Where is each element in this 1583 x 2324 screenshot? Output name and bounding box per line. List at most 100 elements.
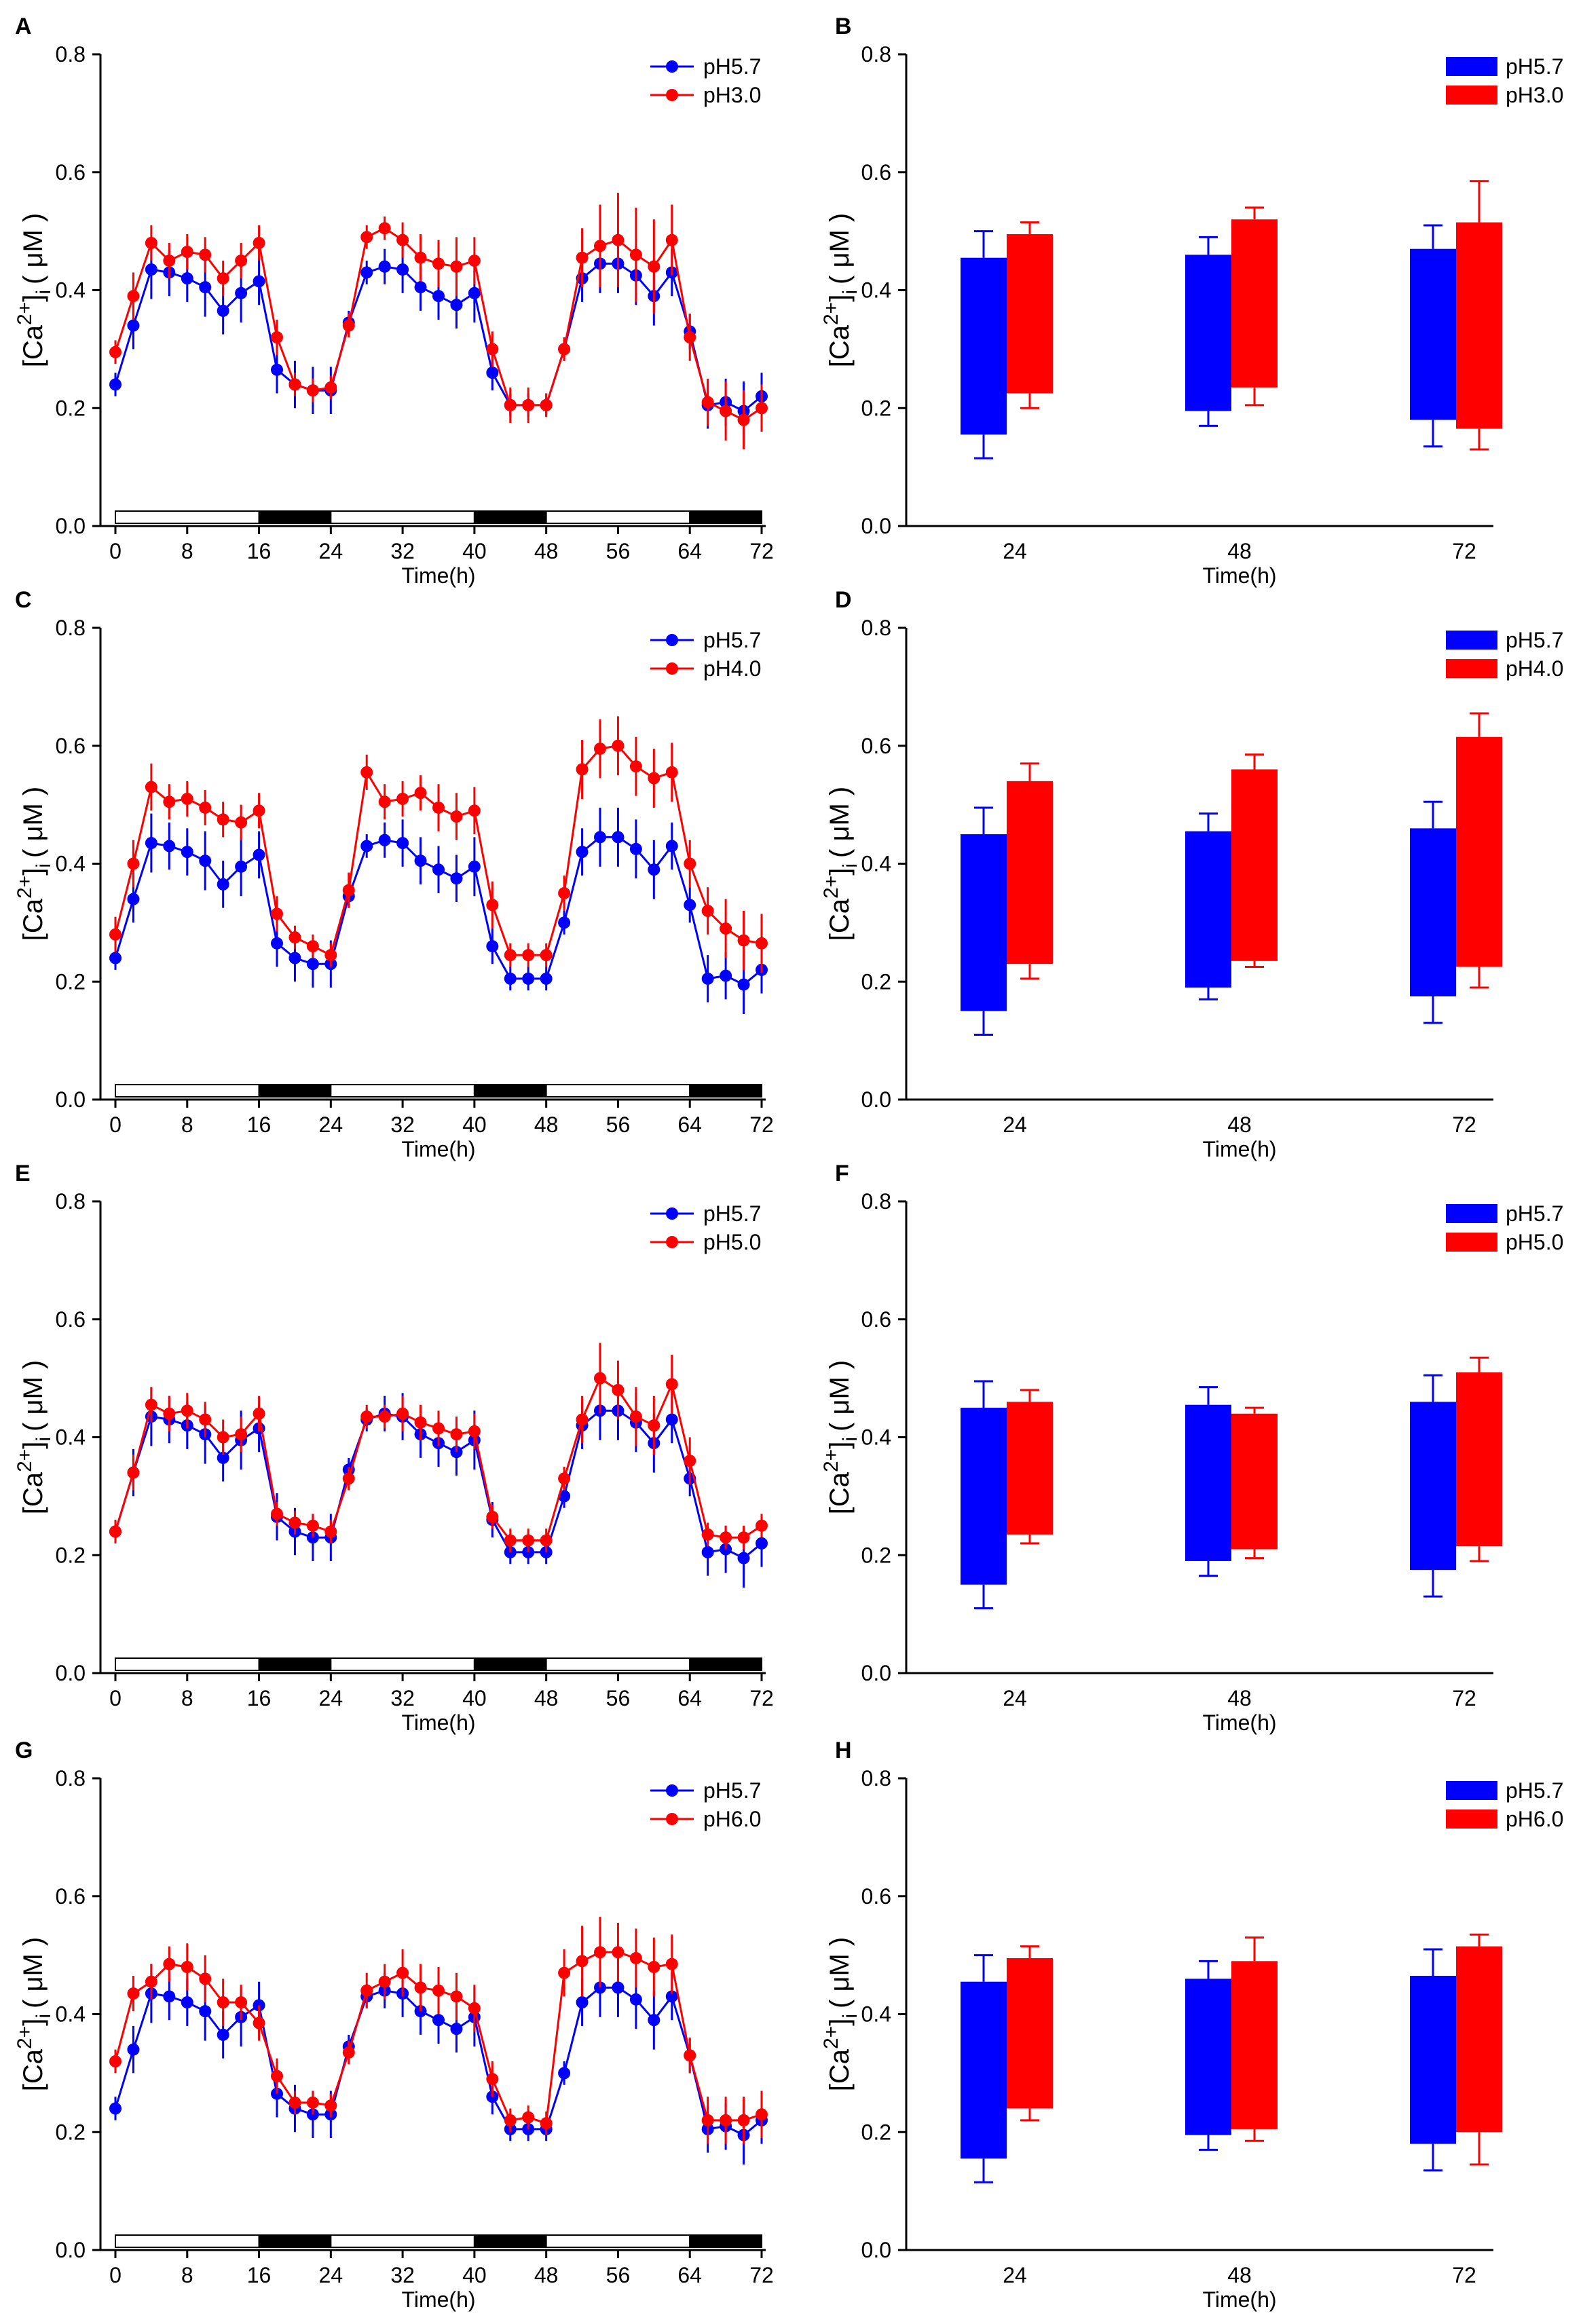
y-tick-label: 0.6	[56, 160, 86, 185]
y-tick-label: 0.8	[861, 616, 891, 640]
bar	[1456, 1946, 1502, 2133]
x-tick-label: 0	[109, 1112, 122, 1137]
data-point	[450, 872, 463, 885]
y-label-main: [Ca	[18, 324, 48, 367]
data-point	[612, 831, 625, 844]
dark-period	[689, 510, 763, 524]
data-point	[181, 1996, 193, 2009]
legend-label: pH5.7	[703, 1201, 761, 1226]
data-point	[396, 1966, 409, 1979]
y-tick-label: 0.4	[56, 1425, 86, 1450]
panel-b: B 0.0 0.2 0.4 0.6 0.8 [Ca2+]i ( μM ) Time(h) 24 48…	[820, 14, 1563, 588]
data-point	[665, 1990, 678, 2003]
series-ph5.7	[109, 807, 768, 1015]
data-point	[432, 1984, 445, 1997]
legend-swatch	[1446, 1233, 1497, 1252]
bar	[1456, 222, 1502, 429]
y-tick-label: 0.2	[861, 2120, 891, 2144]
y-tick-label: 0.4	[861, 852, 891, 876]
data-point	[540, 2117, 553, 2130]
y-tick-label: 0.4	[56, 278, 86, 303]
data-point	[522, 2111, 535, 2124]
data-point	[612, 1946, 625, 1959]
data-point	[558, 886, 571, 899]
y-tick-label: 0.0	[861, 2238, 891, 2262]
y-tick-label: 0.4	[56, 852, 86, 876]
y-tick-label: 0.8	[56, 1189, 86, 1214]
data-point	[558, 1966, 571, 1979]
data-point	[271, 363, 283, 376]
data-point	[378, 1410, 391, 1423]
y-tick-label: 0.2	[861, 396, 891, 420]
data-point	[217, 1996, 229, 2009]
data-point	[665, 840, 678, 852]
data-point	[540, 1534, 553, 1547]
data-point	[199, 855, 212, 867]
data-point	[253, 275, 265, 288]
x-tick-label: 56	[606, 2263, 631, 2287]
data-point	[701, 396, 714, 409]
legend-marker	[666, 60, 678, 73]
legend-swatch	[1446, 1204, 1497, 1223]
x-tick-label: 72	[1452, 2263, 1476, 2287]
data-point	[612, 1384, 625, 1396]
bar	[1185, 831, 1231, 988]
panel-label: F	[835, 1161, 849, 1186]
y-tick-label: 0.2	[56, 1543, 86, 1567]
y-tick-label: 0.0	[861, 1087, 891, 1112]
y-tick-label: 0.8	[861, 1766, 891, 1791]
data-point	[109, 345, 122, 358]
data-point	[217, 304, 229, 317]
data-point	[253, 237, 265, 249]
data-point	[127, 893, 140, 905]
y-tick-label: 0.6	[56, 734, 86, 758]
data-point	[701, 1528, 714, 1541]
bar	[1410, 1402, 1456, 1570]
data-point	[324, 1525, 337, 1538]
x-tick-label: 64	[677, 539, 702, 563]
light-period	[545, 2234, 691, 2248]
y-tick-label: 0.0	[56, 1661, 86, 1685]
bar	[1456, 1372, 1502, 1547]
data-point	[360, 1984, 373, 1997]
data-point	[396, 233, 409, 246]
data-point	[217, 2028, 229, 2041]
y-label-unit: ( μM )	[825, 213, 855, 284]
y-tick-label: 0.8	[861, 1189, 891, 1214]
data-point	[558, 2067, 571, 2080]
data-point	[127, 290, 140, 303]
y-label-sub: i	[839, 1437, 861, 1442]
data-point	[181, 1404, 193, 1417]
y-tick-label: 0.2	[56, 2120, 86, 2144]
legend-label: pH5.7	[1506, 54, 1563, 79]
legend-marker	[666, 1236, 678, 1248]
bar	[1410, 248, 1456, 420]
data-point	[235, 1428, 248, 1441]
series-ph6.0	[109, 1917, 768, 2144]
data-point	[127, 1987, 140, 2000]
y-label-main: [Ca	[18, 1472, 48, 1514]
x-tick-label: 48	[534, 2263, 559, 2287]
data-point	[163, 255, 176, 267]
x-axis-label: Time(h)	[401, 563, 475, 588]
data-point	[468, 860, 481, 873]
y-label-bracket: ]	[825, 868, 855, 876]
data-point	[684, 857, 696, 870]
y-tick-label: 0.4	[861, 278, 891, 303]
data-point	[594, 1372, 606, 1385]
legend-marker	[666, 89, 678, 101]
y-label-main: [Ca	[825, 1472, 855, 1514]
data-point	[199, 281, 212, 294]
data-point	[504, 2114, 517, 2126]
data-point	[163, 1990, 176, 2003]
series-ph3.0	[109, 193, 768, 450]
series-ph5.7	[961, 1374, 1456, 1609]
data-point	[253, 848, 265, 861]
series-ph3.0	[1007, 180, 1502, 451]
x-tick-label: 56	[606, 1686, 631, 1710]
data-point	[199, 2005, 212, 2018]
data-point	[145, 263, 157, 276]
data-point	[217, 1451, 229, 1464]
x-tick-label: 8	[181, 1686, 193, 1710]
legend-marker	[666, 1207, 678, 1220]
